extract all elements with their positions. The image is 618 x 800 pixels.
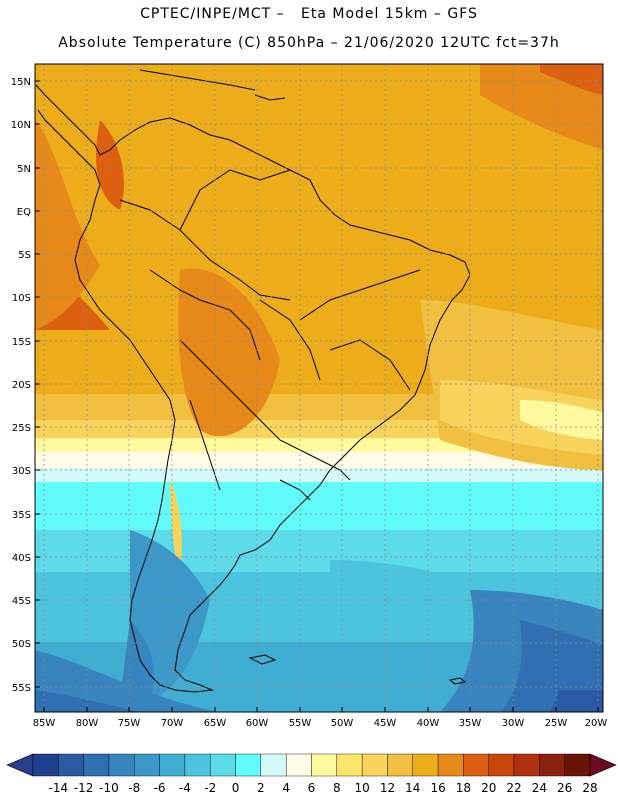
colorbar-label: 28 [582, 781, 597, 795]
map-title-line2: Absolute Temperature (C) 850hPa – 21/06/… [58, 35, 560, 51]
lon-label: 45W [374, 718, 397, 729]
colorbar-label: 20 [481, 781, 496, 795]
lon-label: 70W [161, 718, 184, 729]
lon-label: 30W [502, 718, 525, 729]
colorbar-label: 8 [333, 781, 341, 795]
temperature-field [35, 64, 603, 712]
colorbar-swatch [260, 753, 287, 777]
colorbar-label: 22 [506, 781, 521, 795]
lat-label: 25S [12, 423, 31, 434]
lat-label: 55S [12, 683, 31, 694]
latitude-labels: 15N 10N 5N EQ 5S 10S 15S 20S 25S 30S 35S… [11, 77, 31, 694]
colorbar-swatch [184, 753, 211, 777]
lat-label: 15N [11, 77, 31, 88]
lat-label: 50S [12, 639, 31, 650]
colorbar-swatch [235, 753, 262, 777]
colorbar-swatch [539, 753, 565, 777]
colorbar-swatch [83, 753, 110, 777]
lat-label: 15S [12, 337, 31, 348]
colorbar-swatch [336, 753, 363, 777]
colorbar-swatch [412, 753, 439, 777]
colorbar-swatch [311, 753, 338, 777]
lon-label: 20W [585, 718, 608, 729]
coastline [35, 69, 471, 693]
lon-label: 75W [118, 718, 141, 729]
colorbar-label: 10 [354, 781, 369, 795]
colorbar-swatch [361, 753, 388, 777]
colorbar-label: -12 [74, 781, 94, 795]
lat-label: EQ [17, 207, 31, 218]
colorbar-label: 4 [282, 781, 290, 795]
lon-label: 55W [289, 718, 312, 729]
colorbar-label: 16 [430, 781, 445, 795]
lon-label: 80W [76, 718, 99, 729]
colorbar-label: -14 [49, 781, 69, 795]
lon-label: 25W [545, 718, 568, 729]
colorbar-label: 2 [257, 781, 265, 795]
map-title-line1: CPTEC/INPE/MCT – Eta Model 15km – GFS [140, 6, 478, 22]
lat-label: 5S [18, 250, 31, 261]
colorbar: -14 -12 -10 -8 -6 -4 -2 0 2 4 6 8 10 12 14 16 18 20 22 24 26… [6, 753, 617, 795]
longitude-labels: 85W 80W 75W 70W 65W 60W 55W 50W 45W 40W … [33, 718, 608, 729]
colorbar-label: 14 [405, 781, 420, 795]
colorbar-label: 26 [557, 781, 572, 795]
lat-label: 40S [12, 553, 31, 564]
colorbar-label: -10 [99, 781, 119, 795]
colorbar-label: -8 [128, 781, 140, 795]
colorbar-swatch [58, 753, 84, 777]
lon-label: 85W [33, 718, 56, 729]
colorbar-label: -6 [154, 781, 166, 795]
lon-label: 60W [246, 718, 269, 729]
colorbar-label: 24 [532, 781, 547, 795]
map-frame [34, 63, 604, 713]
colorbar-swatch [134, 753, 160, 777]
colorbar-label: 6 [308, 781, 316, 795]
lon-label: 50W [331, 718, 354, 729]
colorbar-swatch [437, 753, 464, 777]
graticule [35, 64, 603, 712]
colorbar-swatch [210, 753, 236, 777]
colorbar-swatch [159, 753, 186, 777]
colorbar-under-arrow [6, 753, 34, 777]
colorbar-label: -2 [204, 781, 216, 795]
lon-label: 65W [204, 718, 227, 729]
colorbar-swatch [32, 753, 59, 777]
colorbar-swatch [564, 753, 591, 777]
colorbar-swatch [108, 753, 135, 777]
lat-label: 10S [12, 293, 31, 304]
axis-ticks [35, 80, 599, 712]
colorbar-swatch [488, 753, 515, 777]
colorbar-label: 12 [380, 781, 395, 795]
lat-label: 5N [17, 164, 31, 175]
lat-label: 10N [11, 120, 31, 131]
colorbar-label: 18 [456, 781, 471, 795]
colorbar-swatch [463, 753, 489, 777]
colorbar-over-arrow [589, 753, 617, 777]
lat-label: 30S [12, 466, 31, 477]
colorbar-label: -4 [179, 781, 191, 795]
colorbar-swatch [285, 753, 312, 777]
lat-label: 45S [12, 596, 31, 607]
lat-label: 20S [12, 380, 31, 391]
colorbar-label: 0 [232, 781, 240, 795]
lat-label: 35S [12, 510, 31, 521]
colorbar-swatch [513, 753, 540, 777]
lon-label: 35W [459, 718, 482, 729]
lon-label: 40W [417, 718, 440, 729]
colorbar-swatch [387, 753, 413, 777]
